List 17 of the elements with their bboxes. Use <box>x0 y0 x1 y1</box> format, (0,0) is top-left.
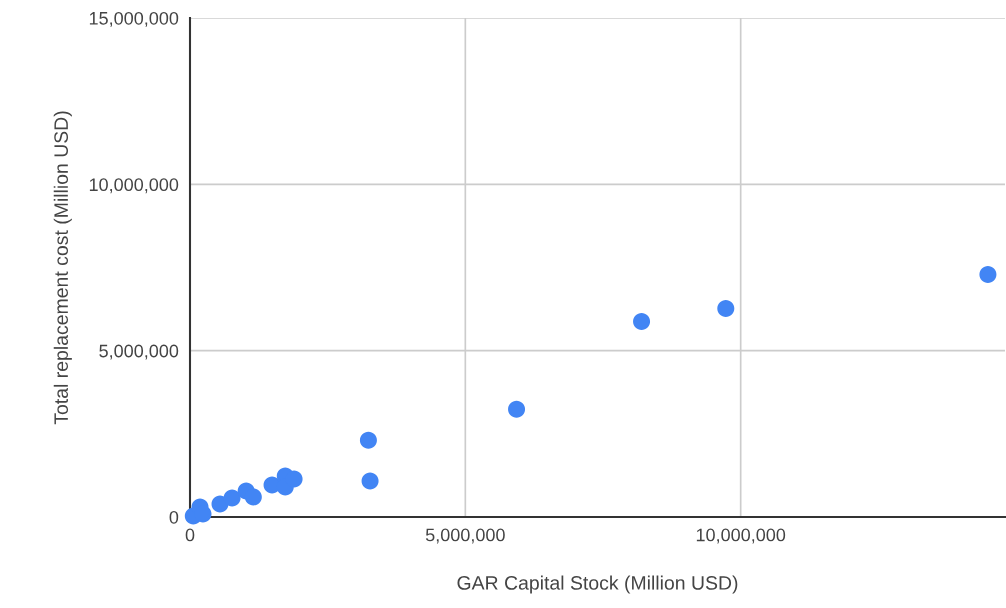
point <box>223 489 241 507</box>
point <box>361 472 379 490</box>
point <box>717 299 735 317</box>
point <box>633 312 651 330</box>
y-tick-label: 10,000,000 <box>89 178 179 194</box>
point <box>979 265 997 283</box>
x-tick-label: 10,000,000 <box>696 528 786 544</box>
point <box>244 488 262 506</box>
y-tick-label: 15,000,000 <box>89 11 179 27</box>
y-tick-label: 5,000,000 <box>99 344 179 360</box>
x-tick-label: 5,000,000 <box>425 528 505 544</box>
x-axis-title: GAR Capital Stock (Million USD) <box>457 575 738 594</box>
point <box>359 431 377 449</box>
point <box>508 400 526 418</box>
x-tick-label: 0 <box>185 528 195 542</box>
y-axis-title: Total replacement cost (Million USD) <box>53 111 72 425</box>
y-tick-label: 0 <box>169 510 179 524</box>
